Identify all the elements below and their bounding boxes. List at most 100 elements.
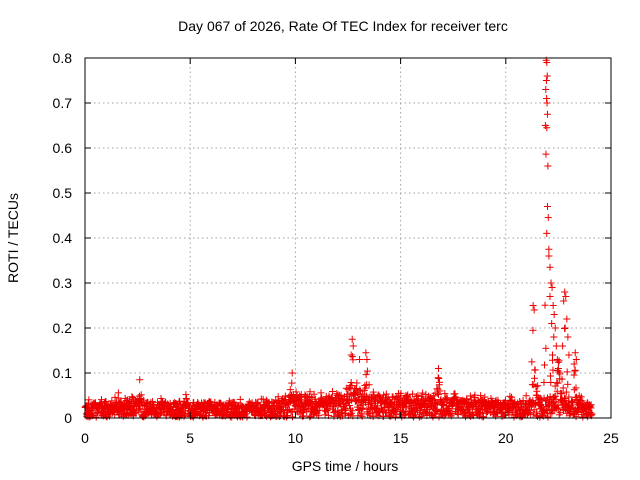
data-point [577, 393, 585, 401]
data-point [345, 402, 353, 410]
data-point [435, 375, 443, 383]
data-point [114, 389, 122, 397]
data-point [565, 351, 573, 359]
data-point [545, 252, 553, 260]
data-point [136, 376, 144, 384]
y-tick-label: 0.3 [53, 275, 73, 291]
data-point [441, 390, 449, 398]
grid-lines [85, 58, 611, 418]
x-tick-label: 5 [186, 430, 194, 446]
data-point [406, 397, 414, 405]
data-point [94, 408, 102, 416]
data-point [558, 390, 566, 398]
data-point [565, 393, 573, 401]
data-point [550, 311, 558, 318]
data-point [573, 407, 581, 415]
data-point [352, 385, 360, 393]
data-point [480, 413, 488, 421]
data-point [329, 388, 337, 396]
x-axis-title: GPS time / hours [292, 458, 399, 474]
data-point [540, 378, 548, 386]
data-point [553, 379, 561, 387]
data-point [543, 72, 551, 80]
data-point [136, 406, 144, 414]
data-point [429, 413, 437, 421]
data-point [288, 369, 296, 377]
data-point [463, 395, 471, 403]
data-point [436, 387, 444, 395]
data-point [557, 389, 565, 397]
data-point [358, 412, 366, 420]
data-point [572, 356, 580, 363]
data-point [129, 394, 137, 402]
data-point [85, 396, 93, 404]
data-point [348, 335, 356, 343]
data-point [562, 388, 570, 396]
x-tick-label: 10 [288, 430, 304, 446]
y-tick-label: 0.2 [53, 320, 73, 336]
data-point [561, 288, 569, 296]
data-points [81, 56, 596, 421]
data-point [417, 392, 425, 400]
data-point [534, 382, 542, 390]
y-tick-label: 0.6 [53, 140, 73, 156]
data-point [466, 392, 474, 400]
data-point [354, 405, 362, 413]
data-point [554, 365, 562, 372]
data-point [588, 410, 596, 418]
y-tick-label: 0 [64, 410, 72, 426]
data-point [547, 379, 555, 387]
data-point [357, 409, 365, 417]
data-point [543, 203, 551, 210]
data-point [587, 401, 595, 409]
data-point [397, 389, 405, 397]
data-point [528, 358, 536, 366]
data-point [363, 356, 371, 363]
data-point [530, 374, 538, 382]
data-point [549, 351, 557, 359]
data-point [292, 388, 300, 396]
data-point [543, 124, 551, 132]
data-point [98, 396, 106, 404]
axis-ticks [84, 57, 612, 419]
x-tick-label: 15 [393, 430, 409, 446]
data-point [552, 397, 560, 405]
data-point [92, 413, 100, 421]
data-point [541, 361, 549, 369]
data-point [542, 344, 550, 352]
data-point [87, 410, 95, 418]
data-point [543, 229, 551, 237]
data-point [310, 390, 318, 398]
y-tick-labels: 0 0.1 0.2 0.3 0.4 0.5 0.6 0.7 0.8 [53, 50, 73, 426]
data-point [242, 410, 250, 418]
data-point [570, 360, 578, 368]
data-point [347, 351, 355, 359]
data-point [181, 411, 189, 419]
data-point [471, 391, 479, 399]
x-tick-label: 25 [603, 430, 619, 446]
data-point [543, 110, 551, 118]
data-point [134, 399, 142, 407]
data-point [243, 413, 251, 421]
data-point [577, 396, 585, 404]
data-point [562, 293, 570, 300]
data-point [571, 349, 579, 357]
data-point [530, 306, 538, 314]
data-point [572, 384, 580, 392]
data-point [550, 333, 558, 341]
data-point [419, 389, 427, 397]
data-point [529, 410, 537, 418]
data-point [559, 384, 567, 392]
data-point [522, 392, 530, 400]
data-point [546, 293, 554, 300]
data-point [529, 326, 537, 334]
y-tick-label: 0.1 [53, 365, 73, 381]
data-point [544, 214, 552, 222]
data-point [572, 413, 580, 421]
data-point [543, 59, 551, 66]
data-point [296, 392, 304, 400]
data-point [561, 325, 569, 333]
data-point [102, 397, 110, 405]
data-point [328, 393, 336, 401]
